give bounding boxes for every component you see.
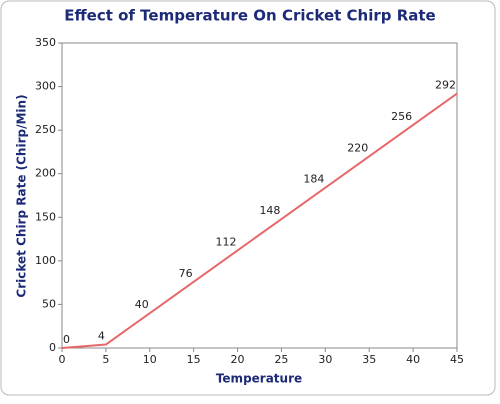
x-tick-label: 10 xyxy=(143,353,157,366)
y-tick-label: 350 xyxy=(35,36,56,49)
x-tick-label: 25 xyxy=(274,353,288,366)
y-tick-label: 0 xyxy=(49,341,56,354)
x-tick-label: 0 xyxy=(59,353,66,366)
x-tick-label: 45 xyxy=(450,353,464,366)
data-label: 76 xyxy=(179,267,193,280)
data-label: 40 xyxy=(135,298,149,311)
data-label: 256 xyxy=(391,110,412,123)
y-tick-label: 150 xyxy=(35,210,56,223)
data-label: 112 xyxy=(216,235,237,248)
x-tick-label: 5 xyxy=(102,353,109,366)
plot-area xyxy=(61,42,458,349)
y-tick-label: 300 xyxy=(35,80,56,93)
y-tick-label: 200 xyxy=(35,167,56,180)
x-tick-label: 20 xyxy=(231,353,245,366)
data-label: 292 xyxy=(435,79,456,92)
chart-frame xyxy=(0,0,496,396)
y-axis-label: Cricket Chirp Rate (Chirp/Min) xyxy=(15,94,29,297)
data-label: 220 xyxy=(347,141,368,154)
y-tick-label: 50 xyxy=(42,297,56,310)
y-tick-label: 100 xyxy=(35,254,56,267)
data-label: 0 xyxy=(63,333,70,346)
x-tick-label: 40 xyxy=(406,353,420,366)
y-tick-label: 250 xyxy=(35,123,56,136)
x-tick-label: 15 xyxy=(187,353,201,366)
x-tick-label: 30 xyxy=(318,353,332,366)
data-label: 184 xyxy=(303,173,324,186)
line-series xyxy=(61,92,458,349)
data-label: 4 xyxy=(98,330,105,343)
x-axis-label: Temperature xyxy=(216,372,302,386)
chart-title: Effect of Temperature On Cricket Chirp R… xyxy=(64,7,435,25)
x-tick-label: 35 xyxy=(362,353,376,366)
data-label: 148 xyxy=(259,204,280,217)
